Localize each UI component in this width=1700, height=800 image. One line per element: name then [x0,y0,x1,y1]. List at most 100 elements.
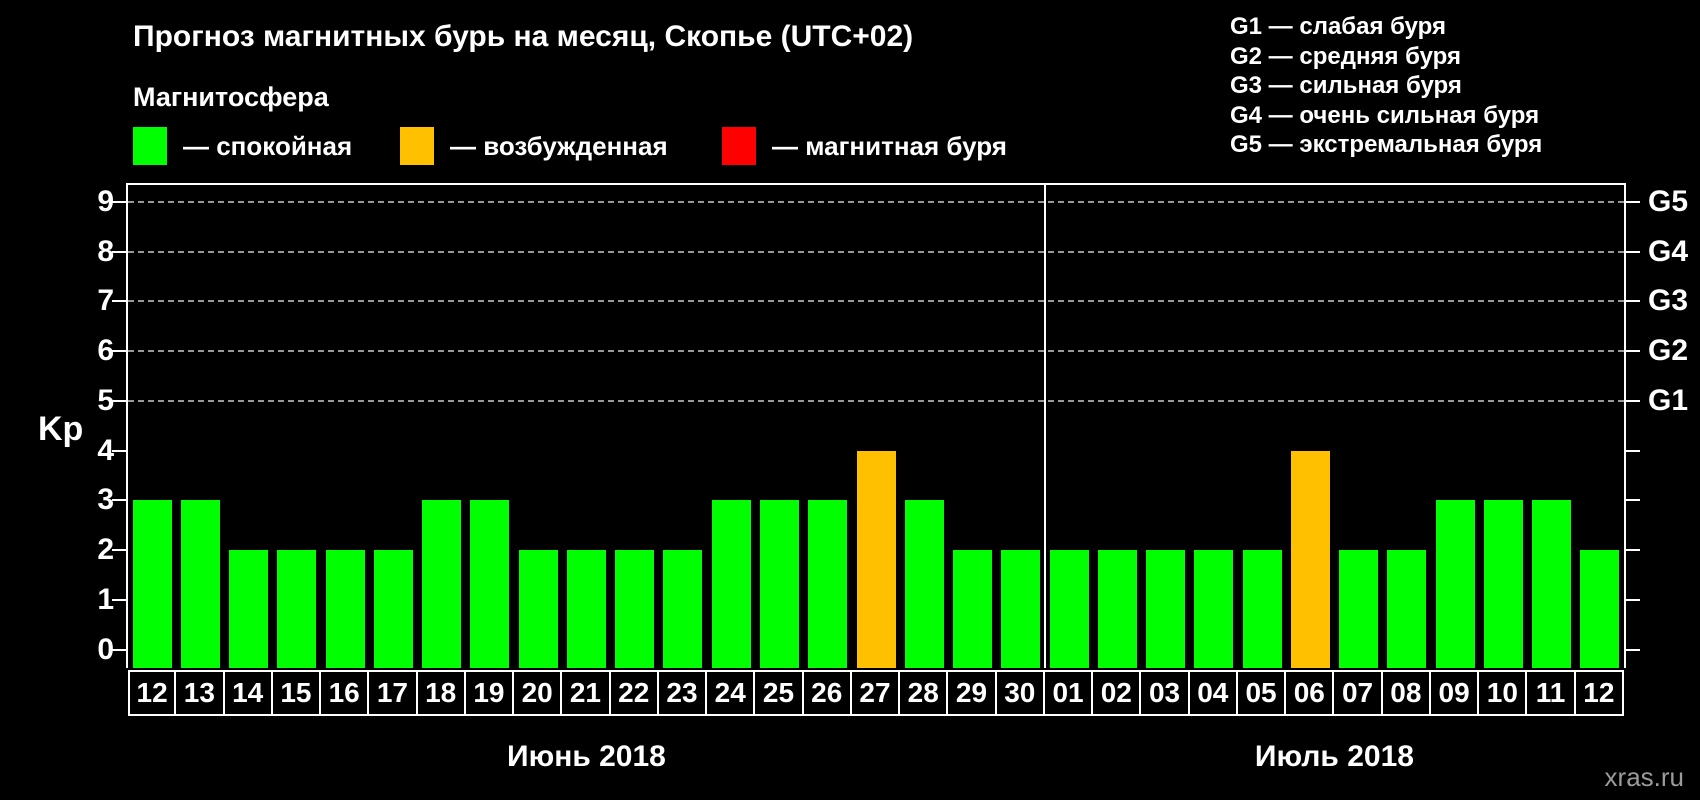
x-axis-day-label: 25 [755,670,804,716]
kp-bar-day-24 [711,500,751,668]
x-axis-day-label: 30 [996,670,1045,716]
quiet-color-swatch [133,127,167,165]
kp-bar-day-30 [1001,550,1041,668]
legend-item-quiet: — спокойная [133,126,352,166]
kp-bar-day-06 [1290,450,1330,668]
right-axis-tick [1626,350,1640,352]
kp-bar-day-22 [615,550,655,668]
x-axis-day-label: 15 [272,670,322,716]
g-scale-line-g3: G3 — сильная буря [1230,72,1462,99]
x-axis-day-label: 20 [514,670,563,716]
legend-item-excited: — возбужденная [400,126,668,166]
x-axis-day-label: 27 [851,670,901,716]
x-axis-day-label: 13 [176,670,225,716]
g-scale-line-g4: G4 — очень сильная буря [1230,101,1540,129]
month-label: Июнь 2018 [507,740,666,773]
g-axis-tick-label: G4 [1648,234,1689,268]
kp-bar-day-11 [1532,500,1572,668]
g-axis-tick-label: G3 [1648,284,1689,318]
legend-item-label: — возбужденная [450,130,668,161]
x-axis-day-label: 11 [1527,670,1576,716]
x-axis-day-label: 18 [417,670,466,716]
x-axis-day-label: 22 [610,670,659,716]
kp-bar-day-02 [1097,550,1137,668]
kp-bar-day-12 [132,500,172,668]
y-axis-tick [112,499,126,502]
kp-bar-day-25 [759,500,799,668]
y-axis-tick-label: 5 [97,383,114,417]
gridline-kp9 [128,200,1624,203]
g-scale-line-g1: G1 — слабая буря [1230,13,1447,40]
y-axis-tick-label: 1 [97,582,114,616]
kp-bar-day-21 [566,550,606,668]
y-axis-tick-label: 9 [97,184,114,218]
kp-bar-day-28 [904,500,944,668]
y-axis-title: Kp [38,410,84,448]
x-axis-day-label: 03 [1141,670,1190,716]
kp-bar-day-04 [1194,550,1234,668]
month-separator-line [1043,185,1046,668]
kp-bar-day-07 [1339,550,1379,668]
kp-bar-day-17 [373,550,413,668]
watermark: xras.ru [1604,762,1684,792]
kp-bar-day-14 [229,550,269,668]
y-axis-tick [112,449,126,452]
x-axis-day-label: 10 [1479,670,1528,716]
right-axis-tick [1626,200,1640,203]
kp-bar-day-03 [1146,550,1186,668]
right-axis-tick [1626,598,1640,601]
x-axis-day-label: 19 [465,670,515,716]
x-axis-day-label: 26 [803,670,852,716]
kp-bar-day-29 [953,550,993,668]
x-axis-day-label: 04 [1189,670,1238,716]
x-axis-day-label: 24 [707,670,756,716]
right-axis-tick [1626,250,1640,253]
g-axis-tick-label: G1 [1648,383,1689,417]
g-scale-line-g2: G2 — средняя буря [1230,42,1461,70]
y-axis-tick-label: 4 [97,433,114,467]
y-axis-tick [112,250,126,253]
kp-bar-day-16 [325,550,365,668]
month-label: Июль 2018 [1254,740,1414,773]
y-axis-tick-label: 8 [97,234,114,268]
kp-bar-day-05 [1242,550,1282,668]
y-axis-tick [112,648,126,651]
kp-bar-day-13 [180,500,220,668]
right-axis-tick [1626,449,1640,452]
y-axis-tick [112,598,126,601]
x-axis-day-label: 09 [1430,670,1480,716]
y-axis-tick [112,399,126,402]
plot-area [126,183,1626,668]
g-axis-tick-label: G2 [1648,334,1689,367]
right-axis-tick [1626,499,1640,502]
x-axis-day-label: 21 [562,670,611,716]
kp-bar-day-15 [277,550,317,668]
kp-bar-day-26 [808,500,848,668]
x-axis-day-label: 12 [1575,670,1624,716]
right-axis-tick [1626,300,1640,303]
y-axis-tick-label: 6 [97,334,114,367]
gridline-kp8 [128,250,1624,253]
y-axis-tick-label: 2 [97,533,114,566]
gridline-kp7 [128,300,1624,303]
x-axis-day-label: 05 [1237,670,1287,716]
kp-bar-day-20 [518,550,558,668]
gridline-kp5 [128,399,1624,402]
x-axis-day-label: 08 [1382,670,1431,716]
page-title: Прогноз магнитных бурь на месяц, Скопье … [133,20,914,53]
x-axis-day-label: 28 [900,670,949,716]
gridline-kp6 [128,350,1624,352]
x-axis-day-label: 07 [1334,670,1383,716]
y-axis-tick [112,300,126,303]
g-axis-tick-label: G5 [1648,184,1689,218]
y-axis-tick [112,200,126,203]
right-axis-tick [1626,549,1640,551]
g-scale-line-g5: G5 — экстремальная буря [1230,131,1543,158]
right-axis-tick [1626,648,1640,651]
x-axis-day-label: 23 [658,670,708,716]
y-axis-tick [112,549,126,551]
kp-bar-day-09 [1435,500,1475,668]
legend-item-storm: — магнитная буря [722,126,1007,166]
magnetosphere-legend-title: Магнитосфера [133,82,329,112]
